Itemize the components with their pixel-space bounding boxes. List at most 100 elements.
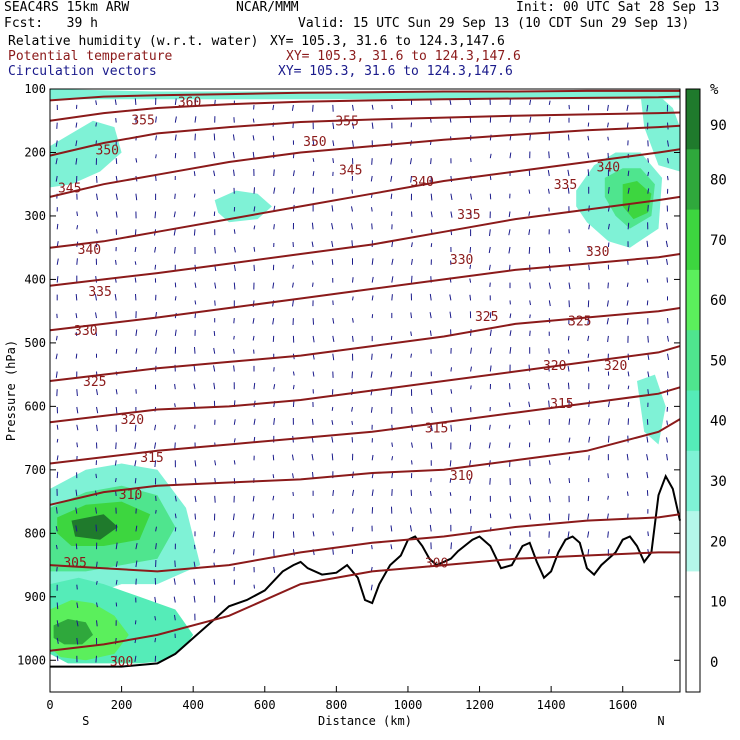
colorbar-swatch-0 [686,631,700,693]
vector-614 [470,347,472,354]
vector-761 [588,264,590,271]
vector-45 [75,332,78,336]
contour-label-355: 355 [131,113,154,128]
vector-404 [312,335,315,343]
vector-221 [174,614,176,621]
colorbar-swatch-60 [686,269,700,331]
vector-760 [588,246,590,251]
vector-566 [430,424,433,432]
xtick-label-400: 400 [182,698,204,712]
contour-label-335: 335 [88,285,111,300]
colorbar-label-80: 80 [710,173,727,189]
vector-802 [607,531,609,538]
vector-28 [56,602,59,610]
vector-849 [646,471,649,479]
vector-255 [213,133,216,141]
vector-694 [528,420,531,425]
vector-223 [194,99,197,105]
vector-828 [646,104,649,112]
vector-423 [331,205,334,212]
vector-454 [352,296,354,301]
vector-838 [646,278,649,283]
vector-470 [371,122,374,129]
vector-843 [647,371,650,378]
colorbar-label-40: 40 [710,414,727,430]
vector-375 [292,282,294,288]
x-end-label-south: S [82,714,89,728]
vector-127 [114,655,117,663]
vector-711 [548,282,551,289]
vector-543 [411,460,413,465]
vector-794 [607,384,610,390]
vector-426 [331,259,334,265]
vector-280 [213,578,216,585]
vector-115 [115,442,117,450]
vector-294 [233,318,235,324]
vector-429 [332,318,335,324]
vector-668 [508,424,511,429]
vector-650 [509,98,511,105]
vector-248 [194,544,196,550]
vector-425 [331,240,334,248]
rh-shading [50,89,680,664]
vector-215 [174,513,177,519]
vector-450 [351,223,353,230]
vector-228 [193,193,196,198]
vector-117 [115,478,117,483]
vector-233 [194,282,197,288]
model-name: SEAC4RS 15km ARW [4,0,130,15]
vector-245 [194,495,197,503]
vector-69 [96,193,98,200]
vector-59 [76,584,78,590]
terrain [50,473,681,692]
vector-797 [607,435,610,443]
vector-530 [411,229,413,234]
vector-748 [568,478,571,484]
vector-864 [666,277,668,283]
vector-269 [213,382,216,390]
vector-85 [95,473,97,479]
vector-697 [529,478,532,485]
theta-contour-355 [49,95,681,122]
vector-682 [528,211,531,216]
vector-301 [233,438,236,443]
vector-677 [529,116,532,123]
vector-430 [332,335,335,342]
vector-771 [588,436,591,443]
vector-164 [155,175,157,181]
vector-437 [331,453,334,461]
vector-751 [567,531,570,538]
vector-62 [76,637,79,645]
vector-218 [174,560,176,568]
field-vectors-name: Circulation vectors [8,64,157,79]
vector-526 [409,158,412,165]
vector-19 [56,438,59,443]
theta-contour-labels: 360 355 355 350 350 345 345 340 340 340 335 335 335 3… [58,96,627,670]
vector-518 [391,472,394,479]
vector-507 [391,276,394,283]
vector-183 [155,509,157,514]
vector-128 [134,98,137,105]
vector-445 [352,140,354,147]
ytick-label-800: 800 [24,526,46,540]
vector-210 [174,424,176,430]
vector-538 [410,371,412,378]
vector-542 [411,442,413,448]
vector-458 [351,371,353,379]
vector-676 [529,99,532,105]
vector-501 [390,175,393,182]
vector-772 [588,455,590,461]
vector-486 [370,406,373,413]
vector-370 [292,187,295,194]
vector-567 [430,442,433,449]
x-axis-title: Distance (km) [318,714,412,728]
theta-contour-340 [49,148,681,249]
rh-region-30-8 [50,120,122,188]
vector-190 [154,637,157,643]
vector-258 [213,189,216,194]
colorbar-swatch-30 [686,450,700,512]
vector-321 [252,300,255,307]
vector-227 [193,171,196,177]
vector-400 [311,260,314,265]
vector-624 [470,525,472,532]
